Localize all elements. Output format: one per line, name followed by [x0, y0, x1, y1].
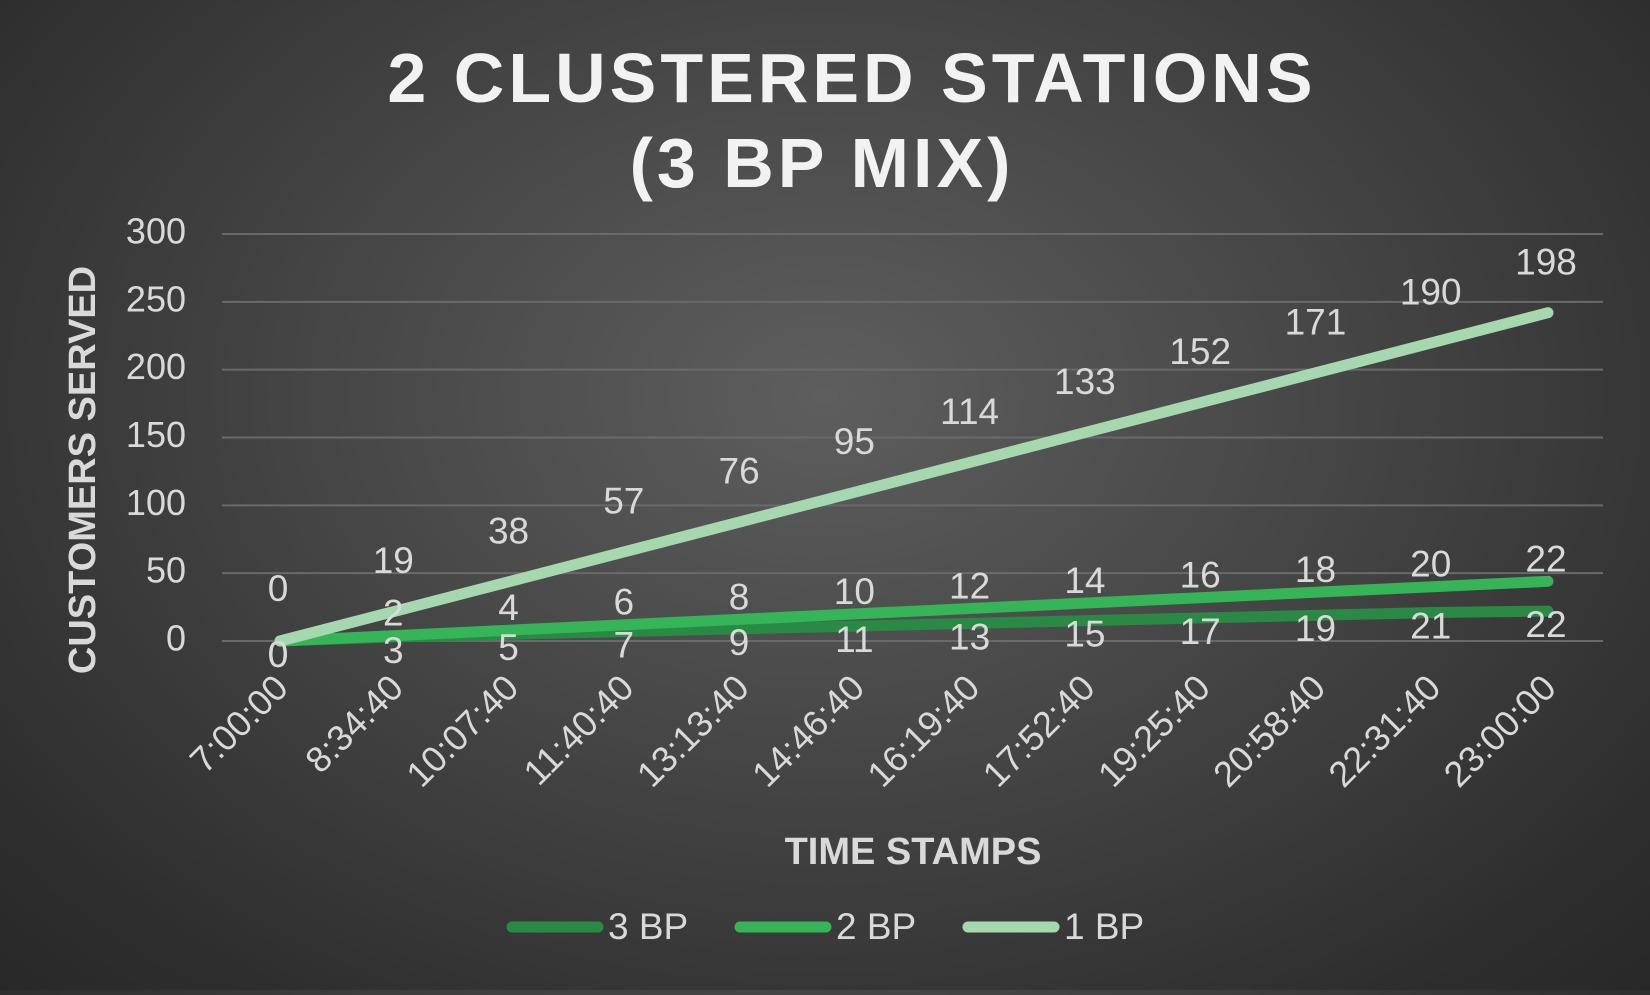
data-label: 38 [488, 510, 529, 551]
legend-label: 1 BP [1064, 906, 1144, 947]
data-label: 190 [1400, 272, 1462, 313]
data-label: 114 [940, 391, 999, 432]
data-label: 152 [1169, 331, 1231, 372]
data-label: 9 [729, 622, 750, 663]
data-label: 11 [835, 619, 873, 660]
data-label: 3 [383, 630, 404, 671]
series-lines [280, 313, 1548, 641]
data-label: 19 [373, 540, 414, 581]
data-label: 10 [834, 571, 875, 612]
data-label: 133 [1054, 361, 1116, 402]
chart-title: 2 CLUSTERED STATIONS (3 BP MIX) [387, 39, 1316, 202]
data-label: 18 [1295, 549, 1336, 590]
y-axis-title: CUSTOMERS SERVED [62, 266, 104, 674]
y-tick-label: 250 [126, 278, 186, 319]
gridlines [222, 234, 1603, 641]
x-tick-label: 13:13:40 [629, 667, 757, 795]
data-label: 20 [1410, 544, 1451, 585]
data-label: 57 [603, 480, 644, 521]
y-tick-label: 300 [126, 211, 186, 252]
x-tick-label: 11:40:40 [515, 667, 641, 793]
chart-title-line-1: 2 CLUSTERED STATIONS [387, 39, 1316, 117]
y-tick-label: 100 [126, 482, 186, 523]
data-label: 17 [1180, 611, 1221, 652]
x-tick-label: 16:19:40 [859, 667, 987, 795]
x-tick-label: 14:46:40 [744, 667, 872, 795]
data-label: 14 [1064, 560, 1105, 601]
data-label: 15 [1064, 614, 1105, 655]
data-label: 2 [383, 593, 404, 634]
legend-label: 2 BP [836, 906, 916, 947]
x-axis-title: TIME STAMPS [785, 831, 1042, 873]
data-label: 95 [834, 421, 875, 462]
data-label: 0 [268, 634, 289, 675]
data-label: 12 [949, 565, 990, 606]
data-label: 0 [268, 568, 289, 609]
legend-label: 3 BP [608, 906, 688, 947]
legend: 3 BP 2 BP 1 BP [512, 906, 1144, 947]
data-label: 19 [1295, 608, 1336, 649]
y-tick-label: 0 [166, 618, 186, 659]
x-tick-label: 7:00:00 [182, 667, 296, 781]
data-label: 171 [1285, 301, 1347, 342]
x-tick-label: 8:34:40 [297, 667, 411, 781]
x-tick-label: 20:58:40 [1205, 667, 1333, 795]
data-label: 13 [949, 616, 990, 657]
chart-title-line-2: (3 BP MIX) [630, 124, 1015, 202]
data-label: 8 [729, 576, 750, 617]
y-axis-ticks: 0 50 100 150 200 250 300 [126, 211, 186, 659]
y-tick-label: 50 [146, 550, 186, 591]
y-tick-label: 200 [126, 346, 186, 387]
data-label: 4 [498, 587, 519, 628]
x-tick-label: 22:31:40 [1320, 667, 1448, 795]
y-tick-label: 150 [126, 414, 186, 455]
data-label: 22 [1525, 538, 1566, 579]
x-tick-label: 19:25:40 [1090, 667, 1218, 795]
x-tick-label: 10:07:40 [398, 667, 526, 795]
x-axis-ticks: 7:00:00 8:34:4010:07:4011:40:4013:13:4014… [182, 667, 1564, 795]
x-tick-label: 23:00:00 [1436, 667, 1564, 795]
data-label: 5 [498, 627, 519, 668]
data-label: 7 [614, 625, 635, 666]
x-tick-label: 17:52:40 [974, 667, 1102, 795]
data-label: 76 [719, 451, 760, 492]
data-label: 22 [1525, 604, 1566, 645]
data-label: 21 [1410, 606, 1451, 647]
data-label: 198 [1515, 242, 1577, 283]
data-label: 6 [614, 582, 635, 623]
data-label: 16 [1180, 555, 1221, 596]
